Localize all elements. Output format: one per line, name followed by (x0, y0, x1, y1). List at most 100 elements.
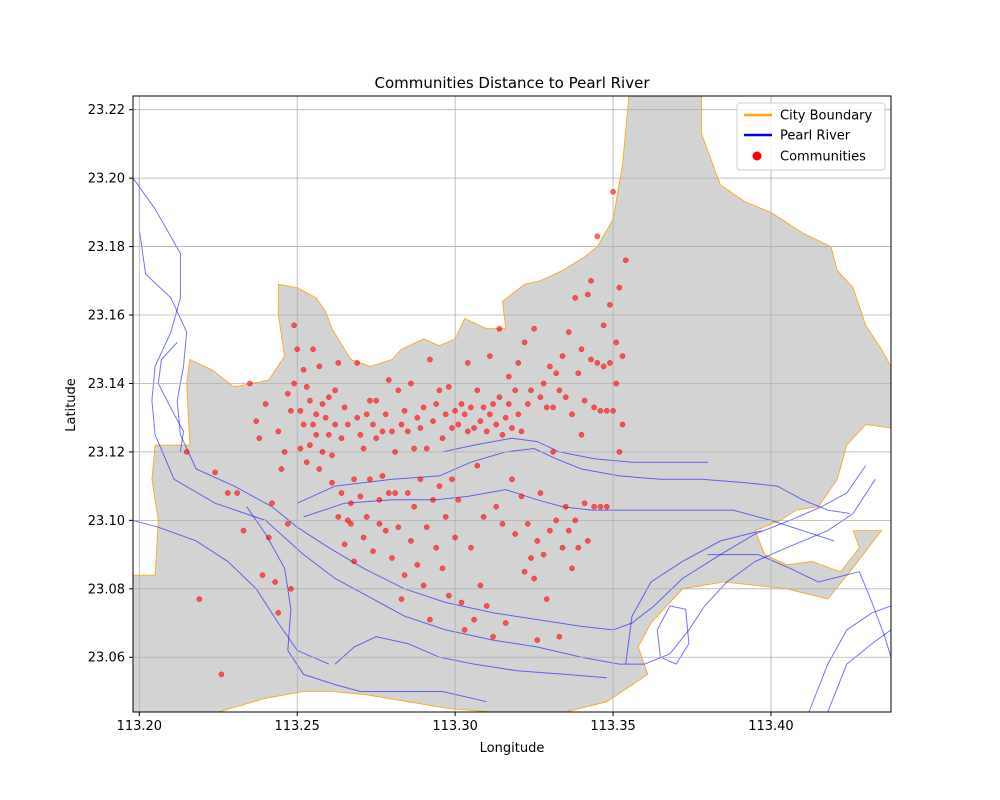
community-point (427, 356, 433, 363)
community-point (373, 397, 380, 404)
community-point (550, 404, 556, 411)
community-point (259, 572, 266, 578)
community-point (414, 561, 421, 568)
community-point (316, 363, 323, 370)
community-point (234, 490, 241, 496)
community-point (354, 414, 361, 421)
community-point (600, 363, 607, 370)
community-point (367, 397, 373, 404)
community-point (613, 339, 620, 346)
community-point (477, 418, 484, 424)
community-point (284, 520, 291, 527)
community-point (569, 565, 575, 572)
community-point (303, 384, 310, 390)
community-point (379, 473, 386, 479)
y-tick-label: 23.10 (88, 514, 125, 529)
river-line-2 (296, 447, 850, 514)
community-point (512, 531, 519, 537)
community-point (316, 466, 323, 472)
community-point (524, 401, 531, 407)
river-line-5 (246, 506, 487, 703)
community-point (351, 558, 357, 565)
legend-swatch-communities (752, 151, 762, 161)
community-point (581, 500, 588, 507)
community-point (610, 407, 616, 414)
community-point (253, 418, 260, 424)
community-point (458, 401, 465, 407)
community-point (505, 401, 512, 407)
community-point (341, 541, 348, 548)
x-ticks: 113.20 113.25 113.30 113.35 113.40 (117, 712, 794, 734)
community-point (578, 431, 585, 438)
community-point (455, 421, 462, 428)
community-point (619, 353, 626, 359)
y-tick-label: 23.08 (88, 582, 125, 597)
community-point (515, 411, 522, 418)
community-point (603, 407, 610, 414)
x-tick-label: 113.40 (748, 719, 794, 734)
community-point (395, 524, 402, 531)
community-point (480, 404, 487, 411)
community-point (512, 387, 519, 394)
community-point (291, 322, 297, 329)
community-point (367, 476, 373, 483)
community-point (436, 483, 443, 489)
community-point (183, 449, 190, 455)
y-axis-label: Latitude (64, 378, 79, 432)
community-point (493, 421, 500, 428)
community-point (528, 387, 534, 394)
chart-title: Communities Distance to Pearl River (375, 74, 651, 92)
community-point (357, 431, 364, 438)
community-point (474, 462, 481, 469)
community-point (348, 520, 354, 527)
community-point (547, 363, 553, 370)
community-point (332, 387, 338, 394)
community-point (411, 503, 417, 510)
community-point (291, 380, 297, 387)
community-point (524, 520, 531, 527)
community-point (556, 633, 563, 640)
river-line-0 (133, 177, 876, 665)
community-point (370, 421, 376, 428)
community-point (597, 407, 604, 414)
community-point (622, 257, 629, 264)
community-point (531, 575, 537, 582)
community-point (310, 346, 316, 353)
y-tick-label: 23.06 (88, 651, 125, 666)
community-point (591, 404, 597, 411)
community-point (392, 449, 398, 455)
y-tick-label: 23.16 (88, 309, 125, 324)
community-point (565, 329, 572, 335)
community-point (395, 387, 402, 394)
community-point (537, 490, 544, 496)
community-point (300, 366, 307, 373)
community-point (480, 514, 487, 520)
river-line-10 (808, 605, 891, 712)
community-point (490, 633, 496, 640)
community-point (528, 555, 534, 561)
community-point (430, 496, 436, 503)
community-point (401, 572, 408, 578)
community-point (256, 435, 263, 442)
river-line-8 (656, 605, 690, 665)
community-point (452, 407, 458, 414)
community-point (445, 384, 452, 390)
community-point (575, 370, 582, 377)
community-point (474, 387, 481, 394)
community-point (442, 514, 449, 520)
community-point (547, 527, 553, 534)
community-point (616, 284, 623, 291)
community-point (581, 397, 588, 404)
community-point (543, 404, 550, 411)
community-point (487, 411, 493, 418)
community-point (363, 411, 370, 418)
community-point (442, 411, 449, 418)
community-point (338, 435, 345, 442)
community-point (518, 493, 525, 500)
community-point (332, 421, 338, 428)
x-axis-label: Longitude (480, 741, 545, 756)
community-point (376, 520, 383, 527)
community-point (341, 404, 348, 411)
community-point (325, 394, 332, 401)
community-point (584, 291, 591, 298)
